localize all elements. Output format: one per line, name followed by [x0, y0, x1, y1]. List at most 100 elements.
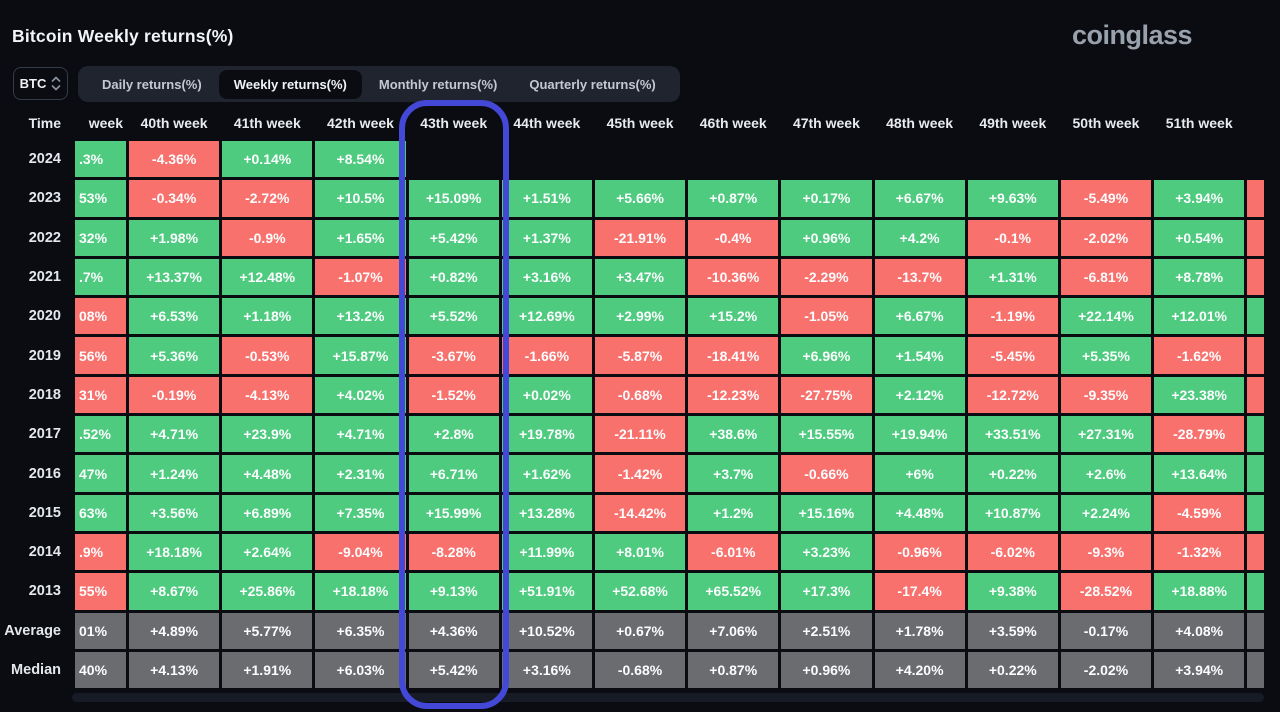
heatmap-cell: +13.37% [129, 258, 220, 296]
heatmap-cell: +10.52% [501, 612, 592, 649]
heatmap-cell: +1.24% [129, 455, 220, 492]
heatmap-cell: +6.35% [315, 612, 406, 649]
heatmap-cell: -2.29% [781, 258, 872, 296]
heatmap-cell: -0.1% [967, 219, 1058, 256]
heatmap-cell: +0.82% [408, 258, 499, 296]
heatmap-cell: -8.28% [408, 533, 499, 571]
heatmap-cell: +0.87% [688, 180, 779, 217]
heatmap-cell: +0.22% [967, 455, 1058, 492]
tab-monthly-returns[interactable]: Monthly returns(%) [364, 70, 512, 99]
heatmap-cell: -0.68% [594, 651, 686, 689]
heatmap-cell [1061, 141, 1151, 177]
row-label: 2013 [28, 583, 61, 600]
heatmap-cell-clipped [1247, 455, 1265, 492]
heatmap-cell: +5.36% [129, 337, 220, 374]
heatmap-cell: +4.36% [408, 612, 499, 649]
heatmap-cell: -2.02% [1060, 219, 1152, 256]
heatmap-cell: +0.96% [781, 219, 872, 256]
heatmap-cell: -27.75% [781, 376, 872, 414]
row-label: 2016 [28, 465, 61, 482]
heatmap-cell: -5.49% [1060, 180, 1152, 217]
heatmap-cell: +27.31% [1060, 416, 1152, 453]
heatmap-cell: .7% [75, 258, 126, 296]
heatmap-cell: +9.13% [408, 573, 499, 610]
column-header: 45th week [606, 115, 674, 131]
coin-selector[interactable]: BTC [13, 67, 68, 100]
column-header-week-partial: week [88, 115, 123, 131]
heatmap-cell: +2.24% [1060, 494, 1152, 531]
tab-quarterly-returns[interactable]: Quarterly returns(%) [514, 70, 670, 99]
row-label: Median [11, 662, 61, 678]
heatmap-cell: +51.91% [501, 573, 592, 610]
column-header: 48th week [886, 115, 954, 131]
heatmap-cell: -0.17% [1060, 612, 1152, 649]
heatmap-cell: -4.36% [129, 141, 220, 178]
column-header: 40th week [140, 115, 208, 131]
heatmap-cell: +11.99% [501, 533, 592, 571]
heatmap-cell: +1.62% [501, 455, 592, 492]
heatmap-cell: -0.68% [594, 376, 686, 414]
heatmap-cell: +9.38% [967, 573, 1058, 610]
heatmap-cell: +3.56% [129, 494, 220, 531]
heatmap-cell: +12.48% [222, 258, 313, 296]
heatmap-cell: 32% [75, 219, 126, 256]
heatmap-cell: +15.87% [315, 337, 406, 374]
heatmap-cell: .52% [75, 416, 126, 453]
heatmap-cell [595, 141, 685, 177]
heatmap-cell: +4.71% [315, 416, 406, 453]
heatmap-cell: +18.18% [129, 533, 220, 571]
heatmap-cell-clipped [1247, 180, 1265, 217]
heatmap-cell: -4.13% [222, 376, 313, 414]
heatmap-cell: -1.42% [594, 455, 686, 492]
heatmap-cell: +7.35% [315, 494, 406, 531]
heatmap-cell: +10.5% [315, 180, 406, 217]
heatmap-cell: +5.42% [408, 651, 499, 689]
heatmap-cell: -0.34% [129, 180, 220, 217]
heatmap-cell: -0.19% [129, 376, 220, 414]
heatmap-cell: +15.2% [688, 298, 779, 335]
heatmap-cell: -2.72% [222, 180, 313, 217]
heatmap-cell [875, 141, 965, 177]
heatmap-cell: +3.94% [1154, 651, 1245, 689]
heatmap-cell-clipped [1247, 258, 1265, 296]
column-header: 46th week [699, 115, 767, 131]
heatmap-cell: +6.89% [222, 494, 313, 531]
tab-daily-returns[interactable]: Daily returns(%) [87, 70, 217, 99]
row-label: 2020 [28, 308, 61, 325]
heatmap-cell: +17.3% [781, 573, 872, 610]
row-label: 2024 [28, 151, 61, 168]
heatmap-cell: +4.48% [874, 494, 965, 531]
heatmap-cell: +1.18% [222, 298, 313, 335]
heatmap-cell-clipped [1247, 416, 1265, 453]
column-header: 49th week [979, 115, 1047, 131]
heatmap-cell: -9.04% [315, 533, 406, 571]
heatmap-cell: 31% [75, 376, 126, 414]
heatmap-cell: +25.86% [222, 573, 313, 610]
heatmap-cell: +15.55% [781, 416, 872, 453]
heatmap-cell: +19.94% [874, 416, 965, 453]
coinglass-logo: coinglass [1072, 20, 1193, 50]
heatmap-cell: +6.53% [129, 298, 220, 335]
heatmap-cell-clipped [1247, 533, 1265, 571]
heatmap-cell: +4.2% [874, 219, 965, 256]
heatmap-cell: +18.18% [315, 573, 406, 610]
heatmap-cell: -21.11% [594, 416, 686, 453]
heatmap-cell: +2.6% [1060, 455, 1152, 492]
heatmap-cell: -1.52% [408, 376, 499, 414]
heatmap-cell: -0.9% [222, 219, 313, 256]
heatmap-cell: +0.96% [781, 651, 872, 689]
heatmap-cell: +6.03% [315, 651, 406, 689]
heatmap-cell: -12.23% [688, 376, 779, 414]
heatmap-cell: -10.36% [688, 258, 779, 296]
heatmap-cell: 56% [75, 337, 126, 374]
heatmap-cell: -28.52% [1060, 573, 1152, 610]
heatmap-cell: +3.94% [1154, 180, 1245, 217]
tab-weekly-returns[interactable]: Weekly returns(%) [218, 69, 362, 99]
horizontal-scrollbar[interactable] [72, 693, 1264, 702]
heatmap-cell: +13.28% [501, 494, 592, 531]
heatmap-cell: +1.78% [874, 612, 965, 649]
heatmap-cell: +6.71% [408, 455, 499, 492]
heatmap-cell: +3.23% [781, 533, 872, 571]
heatmap-cell: +4.20% [874, 651, 965, 689]
row-label: 2021 [28, 269, 61, 286]
